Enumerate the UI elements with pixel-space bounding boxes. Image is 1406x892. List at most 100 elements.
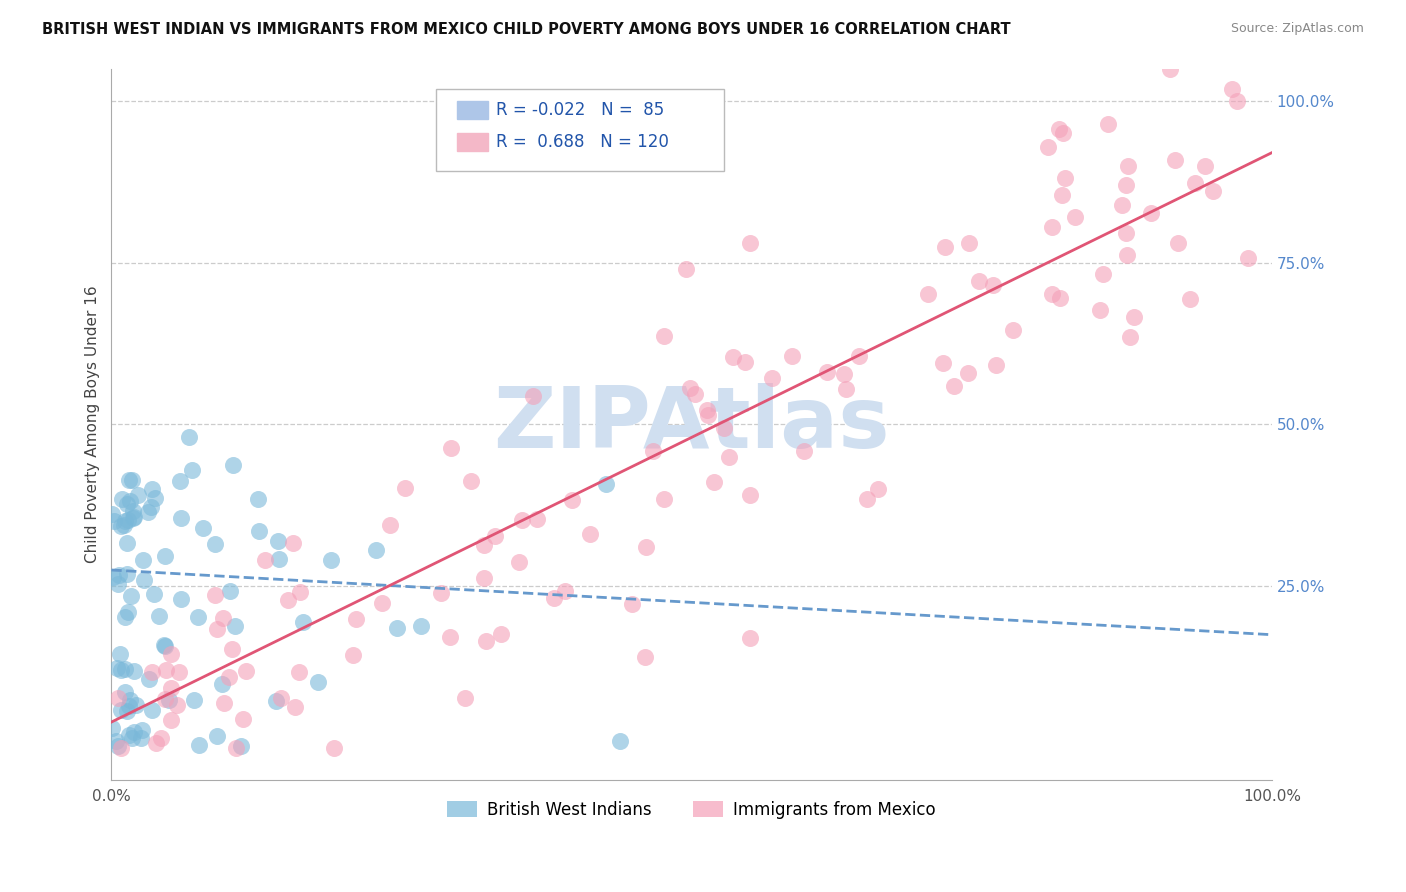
Point	[942, 378, 965, 392]
Point	[108, 568, 131, 582]
Point	[678, 381, 700, 395]
Point	[967, 274, 990, 288]
Y-axis label: Child Poverty Among Boys Under 16: Child Poverty Among Boys Under 16	[86, 285, 100, 563]
Point	[205, 730, 228, 744]
Point	[124, 509, 146, 524]
Point	[394, 481, 416, 495]
Point	[204, 588, 226, 602]
Point	[118, 699, 141, 714]
Point	[114, 662, 136, 676]
Point	[131, 723, 153, 737]
Point	[177, 430, 200, 444]
Point	[247, 524, 270, 539]
Point	[472, 571, 495, 585]
Point	[453, 690, 475, 705]
Point	[284, 700, 307, 714]
Point	[277, 593, 299, 607]
Point	[225, 741, 247, 756]
Text: ZIPAtlas: ZIPAtlas	[494, 383, 890, 466]
Point	[713, 420, 735, 434]
Point	[1115, 226, 1137, 240]
Point	[267, 533, 290, 548]
Point	[118, 728, 141, 742]
Point	[153, 638, 176, 652]
Point	[122, 725, 145, 739]
Text: BRITISH WEST INDIAN VS IMMIGRANTS FROM MEXICO CHILD POVERTY AMONG BOYS UNDER 16 : BRITISH WEST INDIAN VS IMMIGRANTS FROM M…	[42, 22, 1011, 37]
Point	[561, 493, 583, 508]
Point	[721, 351, 744, 365]
Point	[235, 665, 257, 679]
Text: Source: ZipAtlas.com: Source: ZipAtlas.com	[1230, 22, 1364, 36]
Point	[181, 463, 204, 477]
Point	[344, 612, 367, 626]
Point	[167, 665, 190, 680]
Point	[554, 584, 576, 599]
Point	[1220, 82, 1243, 96]
Point	[136, 505, 159, 519]
Point	[103, 514, 125, 528]
Point	[159, 681, 181, 695]
Point	[270, 690, 292, 705]
Point	[149, 731, 172, 745]
Point	[269, 551, 291, 566]
Point	[100, 507, 122, 521]
Point	[738, 631, 761, 645]
Point	[1164, 153, 1187, 167]
Point	[595, 477, 617, 491]
Point	[380, 517, 402, 532]
Point	[474, 634, 496, 648]
Point	[308, 675, 330, 690]
Point	[1139, 206, 1161, 220]
Point	[917, 287, 939, 301]
Point	[835, 382, 858, 396]
Point	[1115, 178, 1137, 192]
Point	[141, 703, 163, 717]
Point	[1111, 197, 1133, 211]
Point	[526, 511, 548, 525]
Point	[654, 328, 676, 343]
Point	[508, 555, 530, 569]
Point	[107, 739, 129, 753]
Point	[118, 494, 141, 508]
Point	[1040, 219, 1063, 234]
Point	[643, 444, 665, 458]
Point	[579, 526, 602, 541]
Point	[868, 482, 890, 496]
Point	[1116, 159, 1139, 173]
Point	[117, 567, 139, 582]
Point	[204, 537, 226, 551]
Point	[232, 712, 254, 726]
Point	[1040, 286, 1063, 301]
Point	[832, 367, 855, 381]
Point	[160, 647, 183, 661]
Point	[155, 663, 177, 677]
Point	[1116, 248, 1139, 262]
Point	[229, 739, 252, 753]
Point	[440, 441, 463, 455]
Point	[484, 529, 506, 543]
Point	[246, 491, 269, 506]
Point	[1047, 122, 1070, 136]
Point	[1236, 251, 1258, 265]
Point	[1167, 235, 1189, 250]
Point	[125, 698, 148, 713]
Point	[1054, 171, 1077, 186]
Point	[211, 610, 233, 624]
Point	[153, 640, 176, 654]
Point	[411, 619, 433, 633]
Point	[1052, 126, 1074, 140]
Point	[103, 570, 125, 584]
Point	[717, 450, 740, 465]
Point	[371, 595, 394, 609]
Point	[512, 513, 534, 527]
Point	[110, 703, 132, 717]
Point	[439, 630, 461, 644]
Point	[104, 734, 127, 748]
Point	[129, 731, 152, 745]
Point	[221, 458, 243, 473]
Point	[703, 475, 725, 489]
Point	[117, 513, 139, 527]
Point	[115, 536, 138, 550]
Point	[117, 606, 139, 620]
Point	[1194, 159, 1216, 173]
